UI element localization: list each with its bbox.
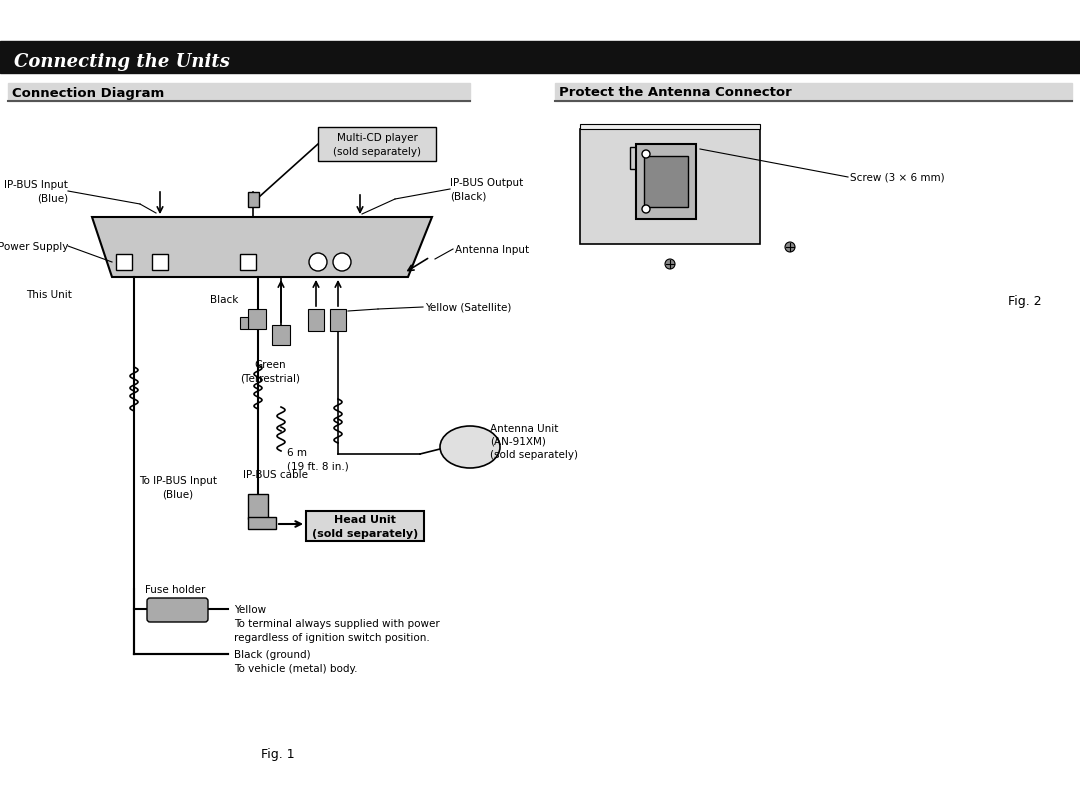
Text: Black: Black	[210, 294, 238, 305]
Bar	[152, 255, 168, 271]
Text: Black (ground)
To vehicle (metal) body.: Black (ground) To vehicle (metal) body.	[234, 649, 357, 673]
Text: IP-BUS cable: IP-BUS cable	[243, 470, 308, 479]
Text: Yellow
To terminal always supplied with power
regardless of ignition switch posi: Yellow To terminal always supplied with …	[234, 604, 440, 642]
Circle shape	[642, 151, 650, 159]
Bar	[662, 148, 690, 169]
Polygon shape	[580, 125, 760, 130]
Circle shape	[673, 150, 679, 156]
Bar	[308, 310, 324, 332]
Text: Green
(Terrestrial): Green (Terrestrial)	[240, 359, 300, 383]
Text: Connection Diagram: Connection Diagram	[12, 87, 164, 100]
Bar	[8, 84, 470, 102]
FancyBboxPatch shape	[644, 157, 688, 208]
Circle shape	[642, 150, 647, 156]
Text: To IP-BUS Input
(Blue): To IP-BUS Input (Blue)	[139, 476, 217, 499]
Bar	[306, 512, 424, 541]
Bar	[248, 193, 259, 208]
Polygon shape	[580, 130, 760, 245]
Text: Multi-CD player
(sold separately): Multi-CD player (sold separately)	[333, 133, 421, 157]
Text: Head Unit
(sold separately): Head Unit (sold separately)	[312, 515, 418, 538]
Ellipse shape	[440, 427, 500, 469]
Polygon shape	[92, 217, 432, 277]
Text: Antenna Unit
(AN-91XM)
(sold separately): Antenna Unit (AN-91XM) (sold separately)	[490, 423, 578, 460]
Text: IP-BUS Input
(Blue): IP-BUS Input (Blue)	[4, 180, 68, 204]
Circle shape	[309, 254, 327, 272]
Circle shape	[665, 260, 675, 270]
Text: Protect the Antenna Connector: Protect the Antenna Connector	[559, 87, 792, 100]
Text: Antenna Input: Antenna Input	[455, 245, 529, 255]
Bar	[240, 318, 248, 329]
Text: Connecting the Units: Connecting the Units	[14, 53, 230, 71]
Text: 6 m
(19 ft. 8 in.): 6 m (19 ft. 8 in.)	[287, 448, 349, 471]
Text: Fig. 1: Fig. 1	[261, 748, 295, 761]
Bar	[240, 255, 256, 271]
Bar	[248, 310, 266, 329]
Text: Fig. 2: Fig. 2	[1009, 295, 1042, 308]
Bar	[248, 495, 268, 519]
FancyBboxPatch shape	[636, 145, 696, 220]
Text: Yellow (Satellite): Yellow (Satellite)	[426, 303, 511, 312]
Bar	[0, 42, 1080, 74]
Bar	[318, 128, 436, 162]
Text: Power Supply: Power Supply	[0, 242, 68, 251]
Circle shape	[642, 206, 650, 214]
Text: This Unit: This Unit	[26, 290, 72, 299]
Bar	[272, 325, 291, 345]
FancyBboxPatch shape	[147, 599, 208, 622]
Circle shape	[785, 242, 795, 253]
Circle shape	[333, 254, 351, 272]
Bar	[330, 310, 346, 332]
Bar	[555, 84, 1072, 102]
Text: Screw (3 × 6 mm): Screw (3 × 6 mm)	[850, 173, 945, 182]
Text: Fuse holder: Fuse holder	[145, 584, 205, 594]
Bar	[630, 148, 658, 169]
Bar	[116, 255, 132, 271]
Text: IP-BUS Output
(Black): IP-BUS Output (Black)	[450, 178, 523, 201]
Bar	[248, 517, 276, 530]
